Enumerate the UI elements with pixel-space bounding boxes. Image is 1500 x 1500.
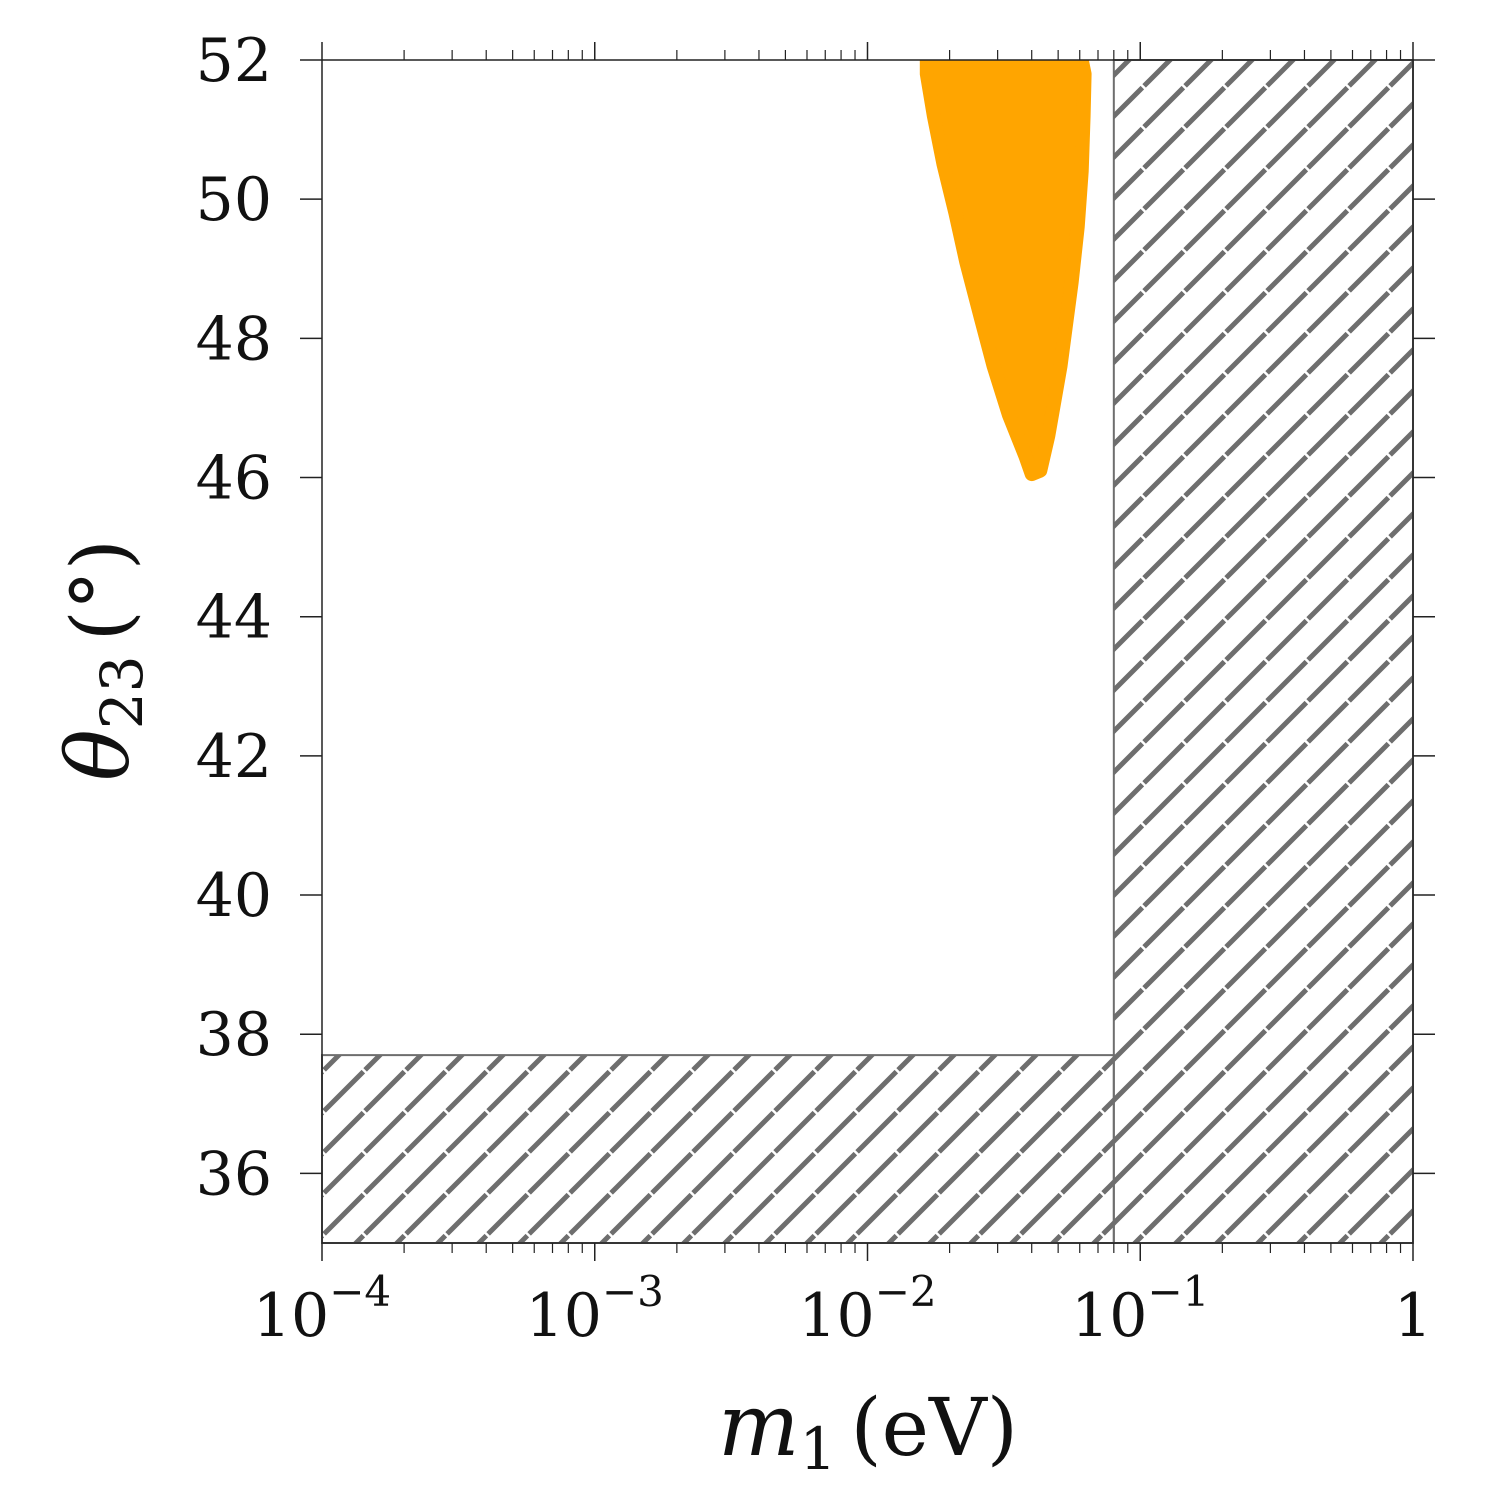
y-tick-label: 44 [196,583,272,653]
y-tick-label: 46 [196,444,272,514]
x-axis-symbol: m [718,1376,800,1476]
x-tick-label: 10−2 [798,1267,936,1351]
excluded-regions [321,59,1414,1245]
axis-ticks [300,42,1435,1261]
x-axis-label: m1 (eV) [718,1376,1018,1483]
x-axis-unit: (eV) [850,1381,1018,1474]
y-tick-label: 48 [196,304,272,374]
y-axis-subscript: 23 [88,655,156,729]
data-points [919,60,1092,482]
x-tick-label: 10−1 [1071,1267,1209,1351]
x-axis-subscript: 1 [800,1415,837,1483]
y-tick-label: 40 [196,861,272,931]
scatter-region-1 [919,60,1092,482]
y-tick-label: 36 [196,1139,272,1209]
y-tick-label: 38 [196,1000,272,1070]
y-tick-label: 42 [196,722,272,792]
y-tick-label: 52 [196,26,272,96]
tick-labels: 10−4 10−3 10−2 10−1 1 36 38 40 42 44 46 48 50 52 [196,26,1432,1351]
x-tick-label: 10−3 [526,1267,664,1351]
y-axis-label: θ23 (°) [49,539,156,781]
x-tick-label: 1 [1394,1281,1432,1351]
excluded-region-2 [321,1054,1115,1245]
y-axis-unit: (°) [54,539,147,641]
y-axis-symbol: θ [49,729,149,781]
x-tick-label: 10−4 [253,1267,391,1351]
excluded-region-1 [1112,59,1414,1244]
y-tick-label: 50 [196,165,272,235]
